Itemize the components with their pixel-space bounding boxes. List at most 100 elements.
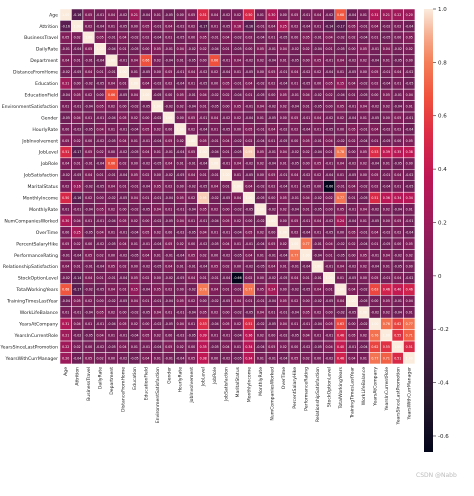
cell-value-label: -0.01	[222, 59, 230, 63]
cell-value-label: 0.02	[222, 265, 229, 269]
cell-value-label: 1.00	[234, 185, 241, 189]
cell-value-label: 0.05	[154, 47, 161, 51]
cell-value-label: 0.04	[188, 173, 195, 177]
cell-value-label: 0.00	[154, 70, 161, 74]
x-axis-labels: Age Attrition BusinessTravel DailyRate Depar…	[63, 366, 413, 425]
x-tick-label: DailyRate	[98, 367, 104, 389]
cell-value-label: 0.01	[280, 59, 287, 63]
cell-value-label: 1.00	[326, 276, 333, 280]
cell-value-label: 0.05	[211, 265, 218, 269]
cell-value-label: 0.02	[360, 265, 367, 269]
cell-value-label: 0.05	[62, 36, 69, 40]
cell-value-label: -0.04	[222, 70, 230, 74]
cell-value-label: -0.01	[371, 253, 379, 257]
y-tick-label: EnvironmentSatisfaction	[2, 104, 58, 110]
cell-value-label: -0.04	[210, 219, 218, 223]
cell-value-label: -0.05	[336, 47, 344, 51]
cell-value-label: 0.01	[222, 185, 229, 189]
cell-value-label: -0.01	[176, 311, 184, 315]
cell-value-label: 0.05	[303, 139, 310, 143]
cell-value-label: -0.05	[382, 242, 390, 246]
cell-value-label: 0.04	[268, 127, 275, 131]
x-tick-label: PercentSalaryHike	[292, 367, 298, 409]
cell-value-label: 0.01	[222, 47, 229, 51]
cell-value-label: 0.50	[62, 196, 69, 200]
cell-value-label: -0.05	[256, 265, 264, 269]
cell-value-label: 0.02	[62, 185, 69, 189]
cell-value-label: 0.40	[337, 345, 344, 349]
cell-value-label: -0.05	[176, 173, 184, 177]
cell-value-label: 1.00	[85, 36, 92, 40]
cell-value-label: 0.02	[394, 230, 401, 234]
cell-value-label: 0.76	[371, 333, 378, 337]
x-tick-label: Gender	[166, 367, 172, 384]
cell-value-label: 0.01	[348, 196, 355, 200]
cell-value-label: 0.05	[348, 24, 355, 28]
cell-value-label: 1.00	[177, 127, 184, 131]
y-tick-label: MonthlyIncome	[23, 196, 58, 202]
cell-value-label: -0.05	[107, 345, 115, 349]
cell-value-label: 0.05	[131, 276, 138, 280]
cell-value-label: -0.04	[348, 13, 356, 17]
cell-value-label: -0.02	[394, 47, 402, 51]
cell-value-label: -0.04	[210, 322, 218, 326]
cell-value-label: -0.05	[314, 345, 322, 349]
cell-value-label: -0.02	[256, 82, 264, 86]
cell-value-label: 0.04	[131, 59, 138, 63]
cell-value-label: 0.00	[371, 93, 378, 97]
cell-value-label: 0.02	[131, 322, 138, 326]
cell-value-label: 0.05	[245, 127, 252, 131]
cell-value-label: -0.01	[107, 276, 115, 280]
cell-value-label: 0.25	[74, 230, 81, 234]
cell-value-label: 0.01	[326, 150, 333, 154]
cell-value-label: -0.02	[348, 59, 356, 63]
cell-value-label: 0.05	[406, 36, 413, 40]
cell-value-label: -0.05	[291, 333, 299, 337]
cell-value-label: 0.04	[222, 242, 229, 246]
cell-value-label: 0.00	[280, 288, 287, 292]
cell-value-label: -0.04	[142, 288, 150, 292]
cell-value-label: 0.04	[314, 219, 321, 223]
cell-value-label: 0.04	[188, 276, 195, 280]
cell-value-label: 0.01	[257, 116, 264, 120]
cell-value-label: 0.05	[165, 139, 172, 143]
cell-value-label: -0.04	[314, 47, 322, 51]
cell-value-label: 0.02	[74, 36, 81, 40]
cell-value-label: -0.01	[371, 47, 379, 51]
cell-value-label: -0.02	[336, 36, 344, 40]
y-tick-label: BusinessTravel	[24, 35, 58, 41]
cell-value-label: 0.02	[303, 356, 310, 360]
colorbar-tick-label: 0.8	[438, 60, 447, 66]
x-tick-label: JobInvolvement	[189, 367, 195, 404]
cell-value-label: 0.24	[337, 219, 344, 223]
cell-value-label: -0.02	[302, 173, 310, 177]
cell-value-label: -0.05	[199, 185, 207, 189]
x-tick-label: Age	[63, 367, 69, 376]
cell-value-label: -0.04	[382, 82, 390, 86]
cell-value-label: 0.02	[119, 162, 126, 166]
cell-value-label: -0.04	[359, 345, 367, 349]
cell-value-label: -0.02	[222, 356, 230, 360]
cell-value-label: -0.02	[359, 82, 367, 86]
y-tick-label: YearsSinceLastPromotion	[0, 344, 58, 350]
cell-value-label: 0.04	[131, 196, 138, 200]
cell-value-label: -0.16	[245, 24, 253, 28]
cell-value-label: -0.05	[73, 173, 81, 177]
cell-value-label: 0.01	[97, 173, 104, 177]
cell-value-label: -0.04	[291, 207, 299, 211]
cell-value-label: -0.02	[325, 116, 333, 120]
cell-value-label: 0.02	[406, 253, 413, 257]
cell-value-label: -0.05	[188, 59, 196, 63]
cell-value-label: -0.01	[153, 299, 161, 303]
cell-value-label: -0.14	[73, 276, 81, 280]
cell-value-label: 0.05	[222, 219, 229, 223]
cell-value-label: -0.02	[85, 288, 93, 292]
cell-value-label: 0.05	[142, 333, 149, 337]
cell-value-label: -0.66	[233, 276, 241, 280]
y-tick-label: EducationField	[25, 92, 59, 98]
cell-value-label: 0.02	[257, 333, 264, 337]
cell-value-label: -0.01	[268, 253, 276, 257]
cell-value-label: -0.01	[382, 276, 390, 280]
cell-value-label: 0.05	[177, 299, 184, 303]
